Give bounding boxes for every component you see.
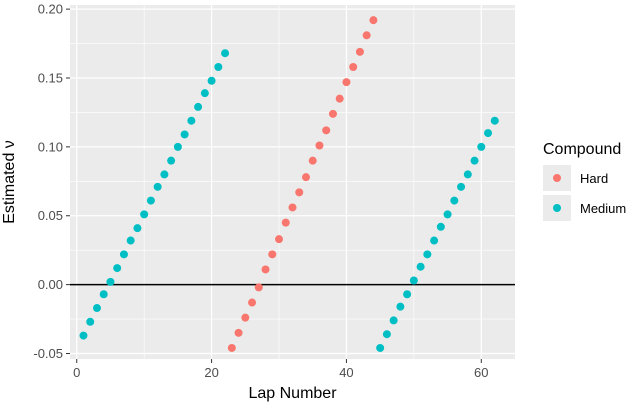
point-medium	[490, 116, 499, 125]
point-hard	[261, 265, 270, 274]
point-medium	[153, 182, 162, 191]
legend: Compound Hard Medium	[543, 141, 626, 221]
point-hard	[335, 94, 344, 103]
point-hard	[281, 218, 290, 227]
point-hard	[322, 126, 331, 135]
x-tick-label: 0	[73, 365, 80, 380]
point-medium	[160, 170, 169, 179]
y-tick-label: 0.10	[38, 139, 63, 154]
legend-title: Compound	[543, 141, 621, 158]
point-hard	[362, 31, 371, 40]
legend-label-hard: Hard	[580, 171, 608, 186]
point-medium	[106, 277, 115, 286]
point-hard	[227, 343, 236, 352]
legend-key-hard-dot	[553, 174, 561, 182]
point-medium	[470, 156, 479, 165]
point-medium	[477, 142, 486, 151]
point-medium	[92, 304, 101, 313]
point-medium	[403, 290, 412, 299]
point-hard	[254, 283, 263, 292]
y-tick-label: 0.05	[38, 208, 63, 223]
point-medium	[423, 250, 432, 259]
point-medium	[457, 182, 466, 191]
point-medium	[221, 49, 230, 58]
y-tick-label: 0.00	[38, 277, 63, 292]
point-medium	[430, 236, 439, 245]
point-medium	[133, 224, 142, 233]
legend-key-medium-dot	[553, 204, 561, 212]
point-medium	[79, 331, 88, 340]
point-hard	[308, 156, 317, 165]
point-hard	[288, 203, 297, 212]
point-hard	[328, 109, 337, 118]
point-hard	[275, 235, 284, 244]
legend-label-medium: Medium	[580, 201, 626, 216]
point-medium	[113, 264, 122, 273]
point-medium	[140, 210, 149, 219]
point-medium	[207, 76, 216, 85]
point-medium	[119, 250, 128, 259]
point-hard	[355, 47, 364, 56]
data-points	[79, 16, 499, 352]
point-medium	[389, 316, 398, 325]
point-medium	[436, 222, 445, 231]
y-axis-title: Estimated ν	[1, 140, 18, 224]
point-medium	[146, 196, 155, 205]
point-medium	[86, 317, 95, 326]
point-hard	[295, 188, 304, 197]
point-hard	[301, 173, 310, 182]
y-axis-ticks: -0.05 0.00 0.05 0.10 0.15 0.20	[33, 2, 70, 361]
point-medium	[173, 142, 182, 151]
point-hard	[241, 313, 250, 322]
point-medium	[187, 116, 196, 125]
point-medium	[214, 62, 223, 71]
point-medium	[463, 170, 472, 179]
point-medium	[382, 330, 391, 339]
point-medium	[450, 196, 459, 205]
y-tick-label: 0.20	[38, 2, 63, 17]
point-medium	[126, 236, 135, 245]
point-medium	[443, 210, 452, 219]
x-axis-ticks: 0 20 40 60	[73, 359, 489, 380]
point-medium	[416, 262, 425, 271]
point-medium	[200, 89, 209, 98]
point-hard	[248, 298, 257, 307]
y-tick-label: -0.05	[33, 346, 63, 361]
point-medium	[180, 130, 189, 139]
point-hard	[234, 328, 243, 337]
x-tick-label: 20	[204, 365, 218, 380]
x-axis-title: Lap Number	[248, 385, 337, 402]
point-hard	[349, 62, 358, 71]
point-medium	[409, 276, 418, 285]
point-medium	[194, 102, 203, 111]
grid-minor	[70, 5, 515, 359]
point-medium	[484, 129, 493, 138]
x-tick-label: 40	[339, 365, 353, 380]
plot-panel	[70, 5, 515, 359]
point-hard	[315, 141, 324, 150]
point-medium	[167, 156, 176, 165]
y-tick-label: 0.15	[38, 71, 63, 86]
point-medium	[99, 290, 108, 299]
point-hard	[268, 250, 277, 259]
point-medium	[396, 302, 405, 311]
x-tick-label: 60	[474, 365, 488, 380]
point-medium	[376, 343, 385, 352]
point-hard	[342, 78, 351, 87]
point-hard	[369, 16, 378, 25]
